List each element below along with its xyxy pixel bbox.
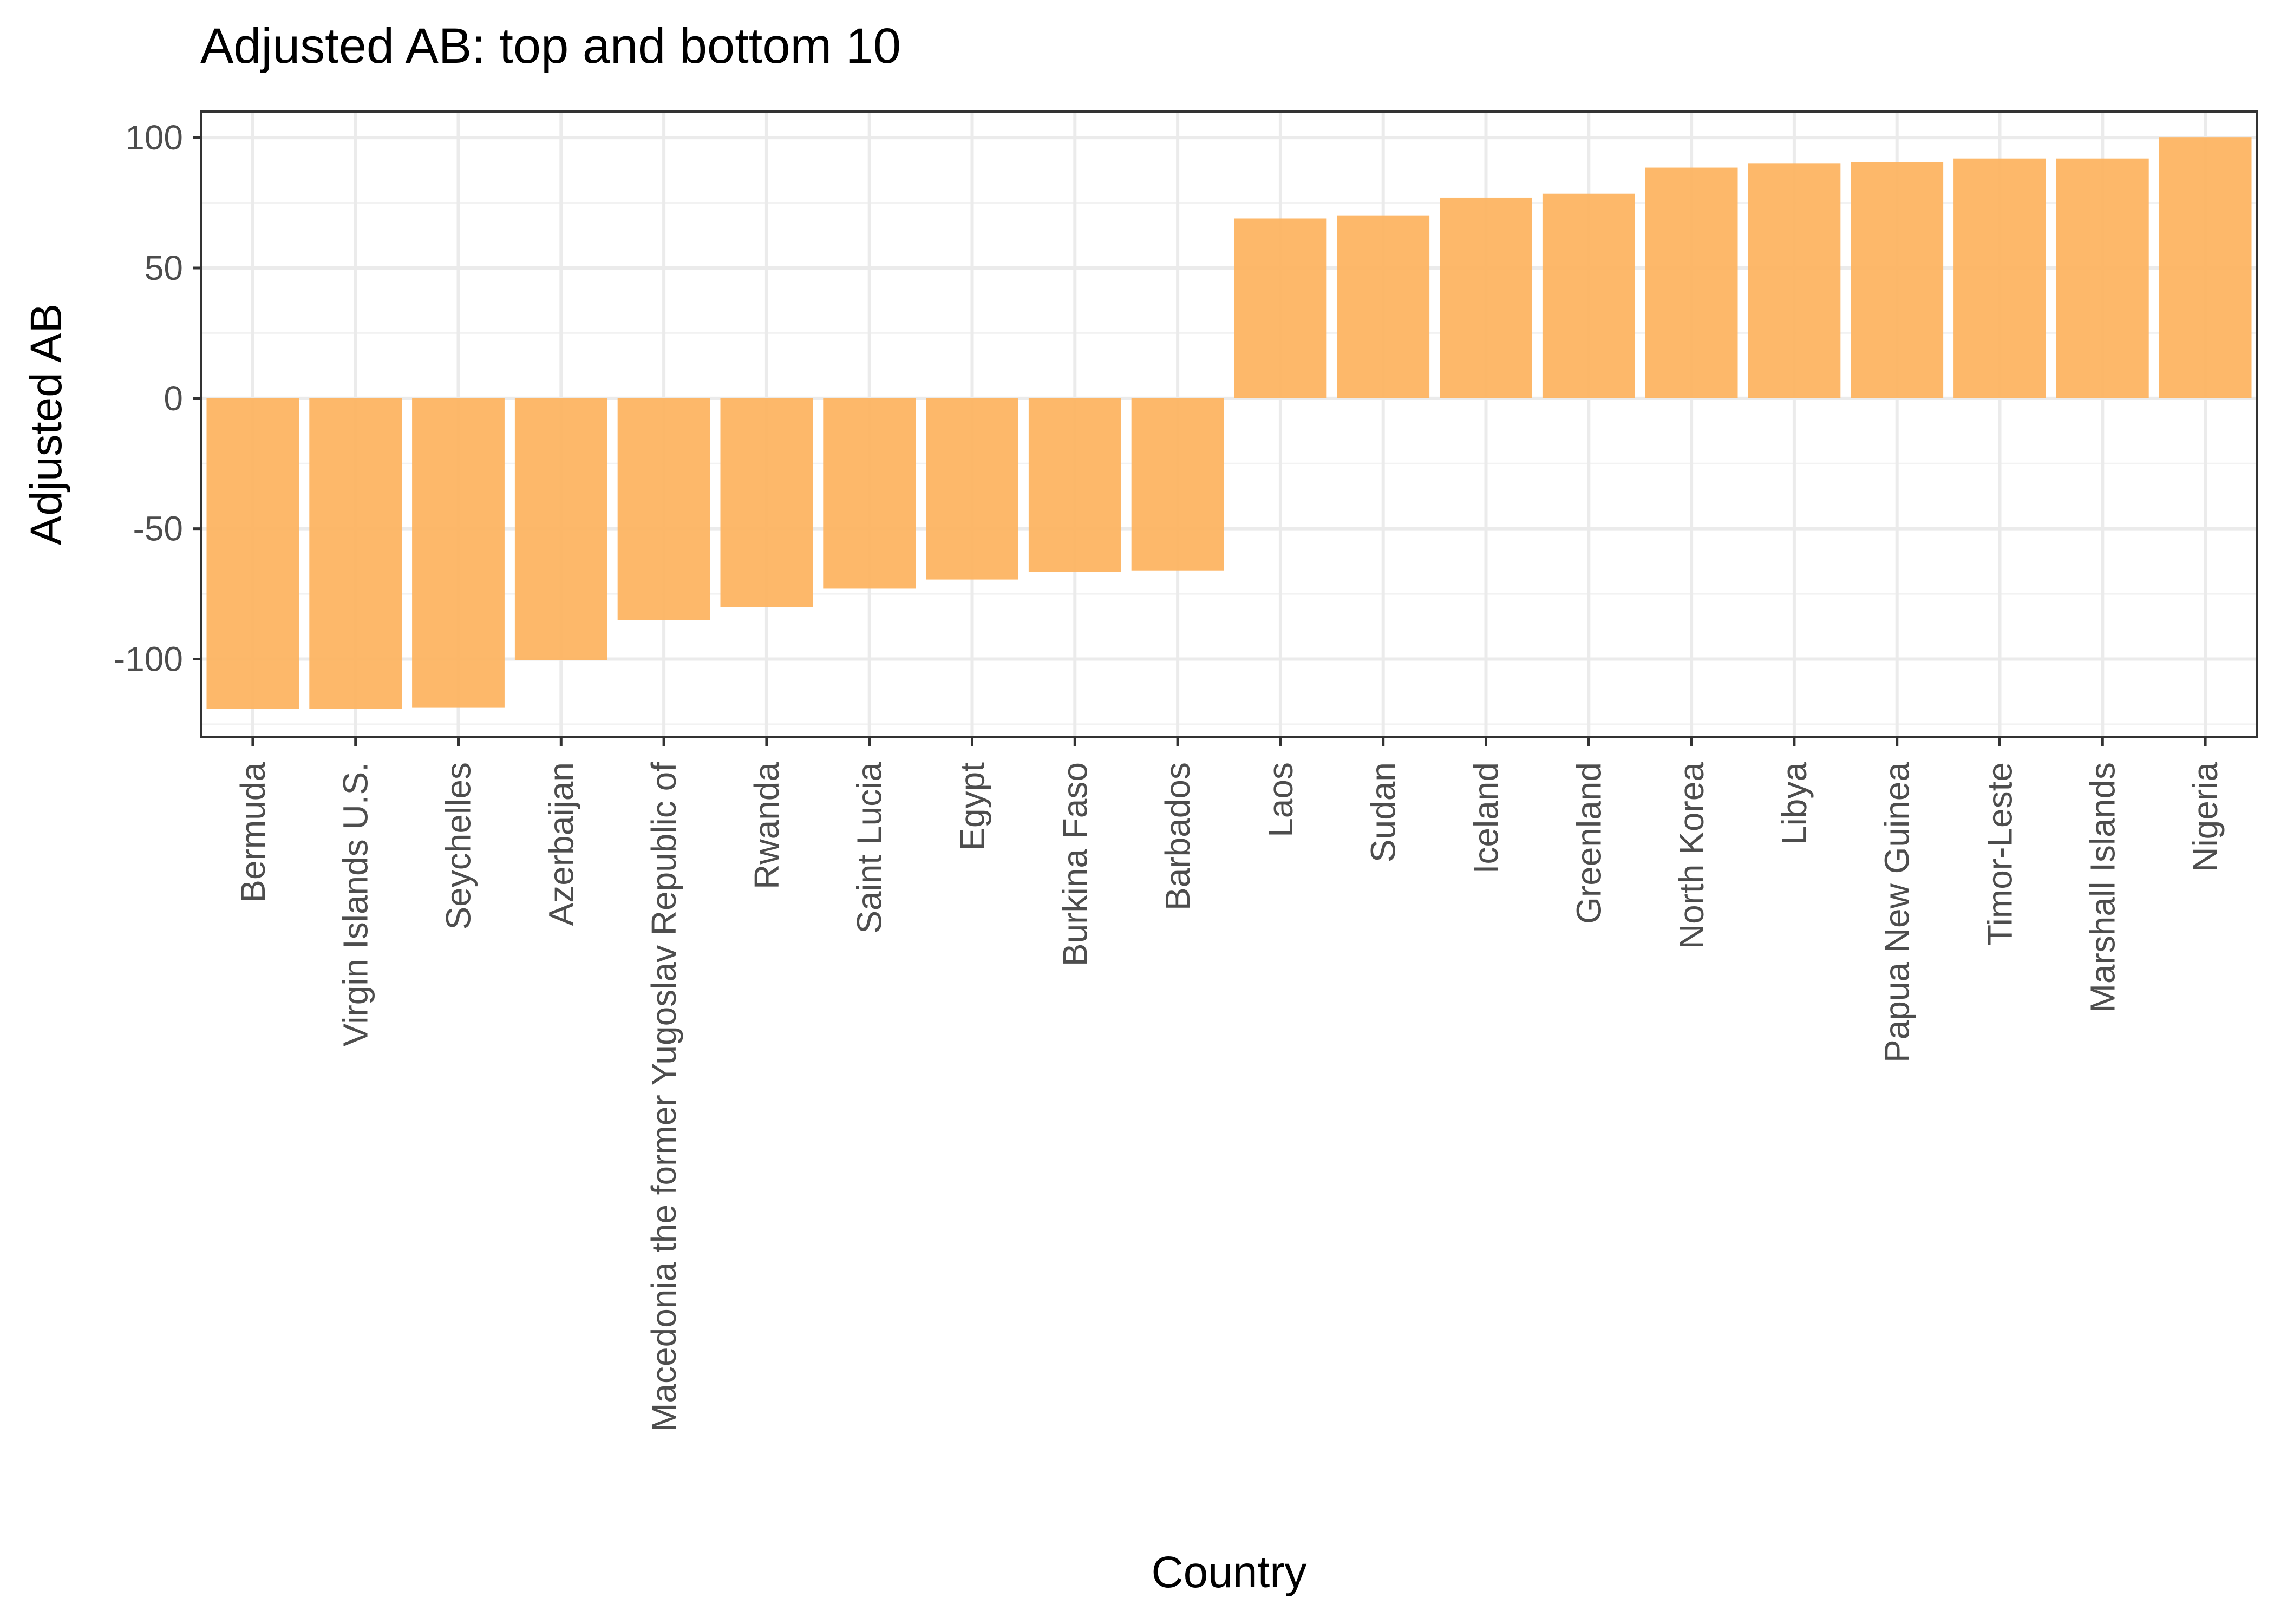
- bar-papua-new-guinea: [1851, 162, 1944, 398]
- bars: [206, 137, 2252, 709]
- x-tick-label: Marshall Islands: [2083, 762, 2122, 1012]
- y-tick-label: 50: [145, 248, 183, 287]
- bar-saint-lucia: [823, 398, 916, 589]
- bar-sudan: [1337, 215, 1430, 398]
- x-tick-label: Egypt: [953, 762, 992, 851]
- x-tick-label: Nigeria: [2186, 762, 2225, 872]
- chart-title: Adjusted AB: top and bottom 10: [200, 18, 901, 74]
- bar-greenland: [1542, 193, 1635, 398]
- x-tick-label: Saint Lucia: [850, 762, 889, 934]
- x-tick-label: Timor-Leste: [1981, 762, 2020, 946]
- x-tick-label: Iceland: [1467, 762, 1506, 874]
- bar-virgin-islands-u-s-: [309, 398, 402, 709]
- x-tick-label: Azerbaijan: [541, 762, 580, 926]
- x-tick-label: Laos: [1261, 762, 1300, 837]
- x-tick-label: Burkina Faso: [1055, 762, 1094, 966]
- bar-egypt: [926, 398, 1018, 580]
- x-axis: Bermuda Virgin Islands U.S. Seychelles Azer…: [233, 737, 2225, 1432]
- panel-border: [200, 110, 2258, 738]
- x-tick-label: Bermuda: [233, 762, 272, 903]
- x-tick-label: Virgin Islands U.S.: [336, 762, 375, 1046]
- y-tick-label: -100: [114, 640, 183, 679]
- bar-seychelles: [412, 398, 505, 708]
- x-tick-label: Greenland: [1569, 762, 1608, 924]
- bar-timor-leste: [1953, 158, 2046, 398]
- bar-laos: [1234, 218, 1327, 398]
- x-tick-label: Sudan: [1364, 762, 1403, 862]
- bar-bermuda: [206, 398, 299, 709]
- y-tick-label: 0: [164, 379, 183, 418]
- x-tick-label: Seychelles: [439, 762, 478, 930]
- bar-libya: [1748, 163, 1841, 398]
- x-tick-label: Barbados: [1158, 762, 1197, 911]
- y-axis-title: Adjusted AB: [22, 304, 71, 546]
- bar-nigeria: [2159, 137, 2252, 398]
- bar-macedonia-the-former-yugoslav-republic-of: [617, 398, 710, 620]
- y-tick-label: -50: [133, 509, 184, 548]
- y-tick-label: 100: [125, 118, 183, 157]
- x-tick-label: Papua New Guinea: [1878, 762, 1917, 1063]
- x-tick-label: Rwanda: [747, 762, 786, 889]
- x-axis-title: Country: [1151, 1548, 1306, 1597]
- bar-north-korea: [1645, 167, 1738, 398]
- bar-iceland: [1440, 197, 1532, 398]
- bar-burkina-faso: [1028, 398, 1121, 572]
- bar-rwanda: [720, 398, 813, 607]
- bar-azerbaijan: [514, 398, 607, 660]
- x-tick-label: Libya: [1775, 762, 1814, 845]
- bar-marshall-islands: [2056, 158, 2149, 398]
- bar-barbados: [1131, 398, 1224, 571]
- x-tick-label: Macedonia the former Yugoslav Republic o…: [644, 762, 683, 1432]
- y-axis: -100 -50 0 50 100: [114, 118, 201, 679]
- x-tick-label: North Korea: [1672, 762, 1711, 949]
